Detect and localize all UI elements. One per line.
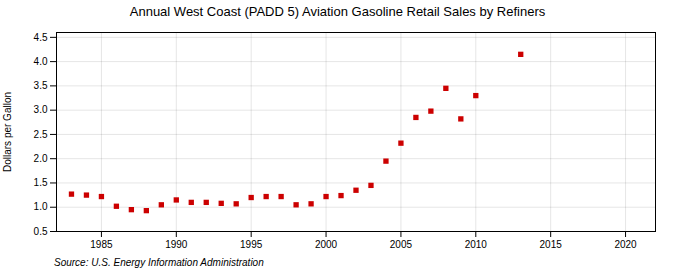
svg-text:4.0: 4.0 bbox=[34, 56, 48, 67]
svg-text:2000: 2000 bbox=[315, 239, 338, 250]
svg-text:0.5: 0.5 bbox=[34, 226, 48, 237]
svg-text:3.0: 3.0 bbox=[34, 104, 48, 115]
svg-text:2010: 2010 bbox=[465, 239, 488, 250]
svg-text:2005: 2005 bbox=[390, 239, 413, 250]
svg-text:2.0: 2.0 bbox=[34, 153, 48, 164]
svg-text:2020: 2020 bbox=[614, 239, 637, 250]
svg-text:1985: 1985 bbox=[90, 239, 113, 250]
svg-text:2.5: 2.5 bbox=[34, 129, 48, 140]
svg-text:1995: 1995 bbox=[240, 239, 263, 250]
svg-text:1.5: 1.5 bbox=[34, 177, 48, 188]
svg-text:Dollars per Gallon: Dollars per Gallon bbox=[2, 92, 13, 172]
svg-text:3.5: 3.5 bbox=[34, 80, 48, 91]
html-text:Annual West Coast (PADD 5) Avi: Annual West Coast (PADD 5) Aviation Gaso… bbox=[129, 4, 546, 19]
html-text:Source: U.S. Energy Informatio: Source: U.S. Energy Information Administ… bbox=[54, 257, 264, 268]
svg-text:1.0: 1.0 bbox=[34, 201, 48, 212]
svg-text:1990: 1990 bbox=[165, 239, 188, 250]
svg-text:4.5: 4.5 bbox=[34, 32, 48, 43]
svg-text:2015: 2015 bbox=[540, 239, 563, 250]
